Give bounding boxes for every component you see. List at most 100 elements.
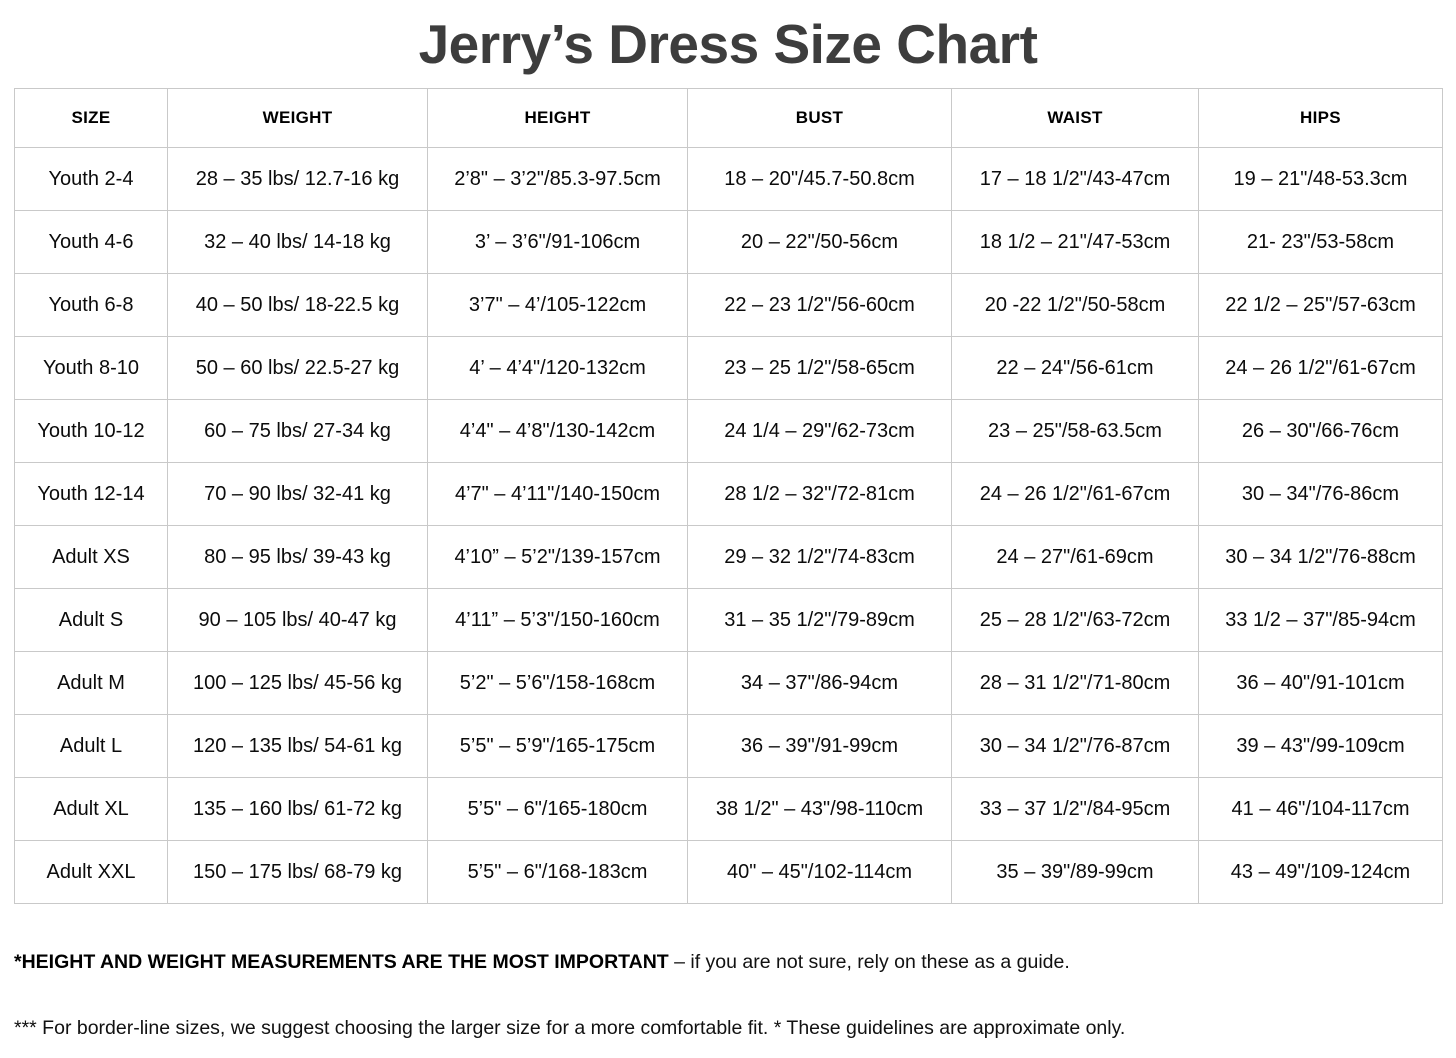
size-chart-table: SIZE WEIGHT HEIGHT BUST WAIST HIPS Youth… <box>14 88 1443 904</box>
column-header-weight: WEIGHT <box>167 88 428 148</box>
size-cell: Youth 2-4 <box>14 147 168 211</box>
table-row: Youth 12-14 70 – 90 lbs/ 32-41 kg 4’7" – 4… <box>14 462 1443 526</box>
size-cell: Adult XL <box>14 777 168 841</box>
table-row: Adult XL 135 – 160 lbs/ 61-72 kg 5’5" – 6"… <box>14 777 1443 841</box>
column-header-waist: WAIST <box>951 88 1199 148</box>
table-cell: 24 – 26 1/2"/61-67cm <box>1198 336 1443 400</box>
note-borderline-sizes: *** For border-line sizes, we suggest ch… <box>14 1017 1126 1039</box>
size-cell: Adult S <box>14 588 168 652</box>
table-row: Adult XS 80 – 95 lbs/ 39-43 kg 4’10” – 5’2… <box>14 525 1443 589</box>
table-row: Adult S 90 – 105 lbs/ 40-47 kg 4’11” – 5’3… <box>14 588 1443 652</box>
table-header-row: SIZE WEIGHT HEIGHT BUST WAIST HIPS <box>14 88 1443 148</box>
table-cell: 26 – 30"/66-76cm <box>1198 399 1443 463</box>
table-row: Youth 2-4 28 – 35 lbs/ 12.7-16 kg 2’8" – 3… <box>14 147 1443 211</box>
table-cell: 3’7" – 4’/105-122cm <box>427 273 688 337</box>
table-row: Adult L 120 – 135 lbs/ 54-61 kg 5’5" – 5’9… <box>14 714 1443 778</box>
table-cell: 32 – 40 lbs/ 14-18 kg <box>167 210 428 274</box>
table-cell: 30 – 34 1/2"/76-88cm <box>1198 525 1443 589</box>
size-cell: Adult XXL <box>14 840 168 904</box>
table-cell: 18 1/2 – 21"/47-53cm <box>951 210 1199 274</box>
column-header-bust: BUST <box>687 88 952 148</box>
note-height-weight: *HEIGHT AND WEIGHT MEASUREMENTS ARE THE … <box>14 950 1442 974</box>
table-cell: 30 – 34"/76-86cm <box>1198 462 1443 526</box>
table-cell: 22 1/2 – 25"/57-63cm <box>1198 273 1443 337</box>
table-cell: 22 – 24"/56-61cm <box>951 336 1199 400</box>
table-cell: 28 – 31 1/2"/71-80cm <box>951 651 1199 715</box>
table-cell: 29 – 32 1/2"/74-83cm <box>687 525 952 589</box>
table-cell: 43 – 49"/109-124cm <box>1198 840 1443 904</box>
table-cell: 60 – 75 lbs/ 27-34 kg <box>167 399 428 463</box>
table-cell: 3’ – 3’6"/91-106cm <box>427 210 688 274</box>
table-cell: 4’ – 4’4"/120-132cm <box>427 336 688 400</box>
size-cell: Adult M <box>14 651 168 715</box>
table-cell: 5’5" – 6"/165-180cm <box>427 777 688 841</box>
table-cell: 4’11” – 5’3"/150-160cm <box>427 588 688 652</box>
table-cell: 22 – 23 1/2"/56-60cm <box>687 273 952 337</box>
size-cell: Adult L <box>14 714 168 778</box>
size-cell: Youth 12-14 <box>14 462 168 526</box>
table-cell: 20 – 22"/50-56cm <box>687 210 952 274</box>
table-cell: 120 – 135 lbs/ 54-61 kg <box>167 714 428 778</box>
column-header-size: SIZE <box>14 88 168 148</box>
table-cell: 18 – 20"/45.7-50.8cm <box>687 147 952 211</box>
table-cell: 2’8" – 3’2"/85.3-97.5cm <box>427 147 688 211</box>
table-cell: 4’10” – 5’2"/139-157cm <box>427 525 688 589</box>
table-cell: 100 – 125 lbs/ 45-56 kg <box>167 651 428 715</box>
size-cell: Youth 8-10 <box>14 336 168 400</box>
table-cell: 41 – 46"/104-117cm <box>1198 777 1443 841</box>
table-cell: 24 1/4 – 29"/62-73cm <box>687 399 952 463</box>
table-cell: 5’5" – 6"/168-183cm <box>427 840 688 904</box>
table-cell: 4’7" – 4’11"/140-150cm <box>427 462 688 526</box>
column-header-hips: HIPS <box>1198 88 1443 148</box>
table-cell: 39 – 43"/99-109cm <box>1198 714 1443 778</box>
table-cell: 80 – 95 lbs/ 39-43 kg <box>167 525 428 589</box>
table-cell: 35 – 39"/89-99cm <box>951 840 1199 904</box>
table-cell: 40" – 45"/102-114cm <box>687 840 952 904</box>
table-cell: 23 – 25 1/2"/58-65cm <box>687 336 952 400</box>
size-cell: Youth 10-12 <box>14 399 168 463</box>
table-cell: 50 – 60 lbs/ 22.5-27 kg <box>167 336 428 400</box>
note-height-weight-bold: *HEIGHT AND WEIGHT MEASUREMENTS ARE THE … <box>14 951 669 973</box>
table-cell: 33 1/2 – 37"/85-94cm <box>1198 588 1443 652</box>
table-cell: 150 – 175 lbs/ 68-79 kg <box>167 840 428 904</box>
table-cell: 135 – 160 lbs/ 61-72 kg <box>167 777 428 841</box>
page-title: Jerry’s Dress Size Chart <box>418 13 1038 75</box>
table-cell: 23 – 25"/58-63.5cm <box>951 399 1199 463</box>
note-height-weight-rest: – if you are not sure, rely on these as … <box>668 951 1070 973</box>
table-cell: 70 – 90 lbs/ 32-41 kg <box>167 462 428 526</box>
table-cell: 5’2" – 5’6"/158-168cm <box>427 651 688 715</box>
size-cell: Adult XS <box>14 525 168 589</box>
table-cell: 30 – 34 1/2"/76-87cm <box>951 714 1199 778</box>
column-header-height: HEIGHT <box>427 88 688 148</box>
table-row: Adult M 100 – 125 lbs/ 45-56 kg 5’2" – 5’6… <box>14 651 1443 715</box>
table-cell: 24 – 26 1/2"/61-67cm <box>951 462 1199 526</box>
table-cell: 36 – 40"/91-101cm <box>1198 651 1443 715</box>
table-row: Adult XXL 150 – 175 lbs/ 68-79 kg 5’5" – 6… <box>14 840 1443 904</box>
table-cell: 20 -22 1/2"/50-58cm <box>951 273 1199 337</box>
table-cell: 5’5" – 5’9"/165-175cm <box>427 714 688 778</box>
table-cell: 4’4" – 4’8"/130-142cm <box>427 399 688 463</box>
table-cell: 24 – 27"/61-69cm <box>951 525 1199 589</box>
table-cell: 36 – 39"/91-99cm <box>687 714 952 778</box>
table-cell: 34 – 37"/86-94cm <box>687 651 952 715</box>
table-cell: 33 – 37 1/2"/84-95cm <box>951 777 1199 841</box>
table-row: Youth 4-6 32 – 40 lbs/ 14-18 kg 3’ – 3’6"/… <box>14 210 1443 274</box>
table-cell: 21- 23"/53-58cm <box>1198 210 1443 274</box>
size-cell: Youth 4-6 <box>14 210 168 274</box>
table-cell: 28 1/2 – 32"/72-81cm <box>687 462 952 526</box>
table-cell: 28 – 35 lbs/ 12.7-16 kg <box>167 147 428 211</box>
size-cell: Youth 6-8 <box>14 273 168 337</box>
table-cell: 17 – 18 1/2"/43-47cm <box>951 147 1199 211</box>
table-row: Youth 6-8 40 – 50 lbs/ 18-22.5 kg 3’7" – 4… <box>14 273 1443 337</box>
table-cell: 19 – 21"/48-53.3cm <box>1198 147 1443 211</box>
table-cell: 25 – 28 1/2"/63-72cm <box>951 588 1199 652</box>
table-row: Youth 10-12 60 – 75 lbs/ 27-34 kg 4’4" – 4… <box>14 399 1443 463</box>
footnotes: *HEIGHT AND WEIGHT MEASUREMENTS ARE THE … <box>14 950 1442 1040</box>
table-cell: 31 – 35 1/2"/79-89cm <box>687 588 952 652</box>
table-cell: 40 – 50 lbs/ 18-22.5 kg <box>167 273 428 337</box>
table-cell: 38 1/2" – 43"/98-110cm <box>687 777 952 841</box>
table-cell: 90 – 105 lbs/ 40-47 kg <box>167 588 428 652</box>
table-row: Youth 8-10 50 – 60 lbs/ 22.5-27 kg 4’ – 4’… <box>14 336 1443 400</box>
table-body: Youth 2-4 28 – 35 lbs/ 12.7-16 kg 2’8" – 3… <box>14 147 1443 904</box>
